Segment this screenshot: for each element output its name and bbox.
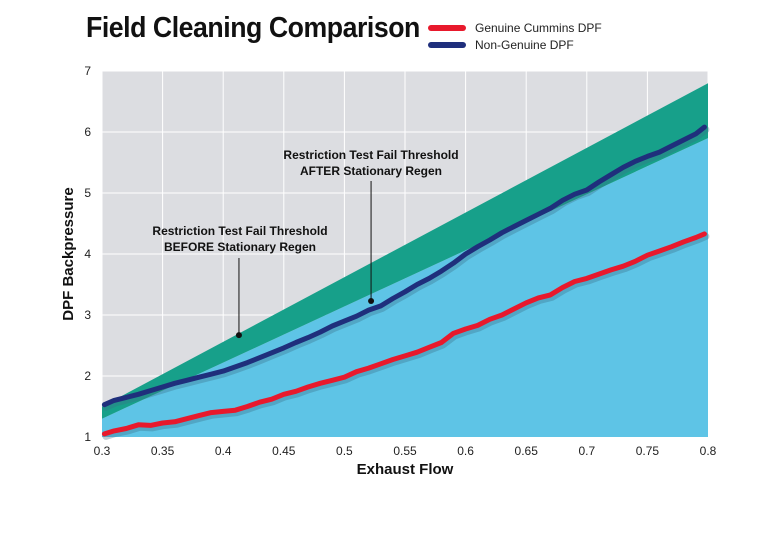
x-tick-label-1: 0.35 [151, 444, 175, 458]
y-tick-label-1: 2 [84, 369, 91, 383]
chart-title: Field Cleaning Comparison [86, 12, 420, 44]
y-axis-title: DPF Backpressure [60, 187, 77, 320]
y-tick-label-0: 1 [84, 430, 91, 444]
series-shadow-0 [102, 232, 710, 440]
y-tick-label-6: 7 [84, 64, 91, 78]
y-tick-label-2: 3 [84, 308, 91, 322]
x-tick-label-9: 0.75 [636, 444, 660, 458]
legend-label-genuine: Genuine Cummins DPF [475, 20, 602, 35]
x-tick-label-7: 0.65 [515, 444, 539, 458]
series-line-1 [101, 124, 707, 408]
band-between-thresholds [102, 83, 708, 419]
y-tick-labels: 1 2 3 4 5 6 7 [84, 64, 91, 444]
annotation-0-marker [368, 297, 375, 304]
legend-item-non-genuine: Non-Genuine DPF [428, 36, 602, 53]
legend: Genuine Cummins DPF Non-Genuine DPF [428, 19, 602, 53]
x-tick-label-10: 0.8 [700, 444, 717, 458]
legend-swatch-genuine [428, 24, 466, 31]
legend-item-genuine: Genuine Cummins DPF [428, 19, 602, 36]
y-tick-label-5: 6 [84, 125, 91, 139]
x-tick-label-8: 0.7 [578, 444, 595, 458]
x-tick-label-5: 0.55 [393, 444, 417, 458]
legend-swatch-non-genuine [428, 41, 466, 48]
y-tick-label-3: 4 [84, 247, 91, 261]
x-tick-label-3: 0.45 [272, 444, 296, 458]
annotation-1-marker [235, 332, 242, 339]
x-tick-label-6: 0.6 [457, 444, 474, 458]
x-axis-title: Exhaust Flow [357, 461, 454, 478]
annotation-1-line-1: BEFORE Stationary Regen [164, 240, 316, 254]
annotation-1-line-0: Restriction Test Fail Threshold [152, 224, 327, 238]
series-shadow-1 [102, 126, 710, 411]
annotation-0-line-0: Restriction Test Fail Threshold [283, 148, 458, 162]
series-lines [101, 124, 710, 440]
annotations: Restriction Test Fail Threshold AFTER Sta… [152, 148, 459, 339]
x-tick-label-2: 0.4 [215, 444, 232, 458]
annotation-0-line-1: AFTER Stationary Regen [300, 164, 442, 178]
legend-label-non-genuine: Non-Genuine DPF [475, 37, 574, 52]
y-tick-label-4: 5 [84, 186, 91, 200]
x-tick-label-4: 0.5 [336, 444, 353, 458]
x-tick-labels: 0.3 0.35 0.4 0.45 0.5 0.55 0.6 0.65 0.7 0.75 0.8 [94, 444, 717, 458]
x-tick-label-0: 0.3 [94, 444, 111, 458]
series-line-0 [101, 231, 707, 437]
